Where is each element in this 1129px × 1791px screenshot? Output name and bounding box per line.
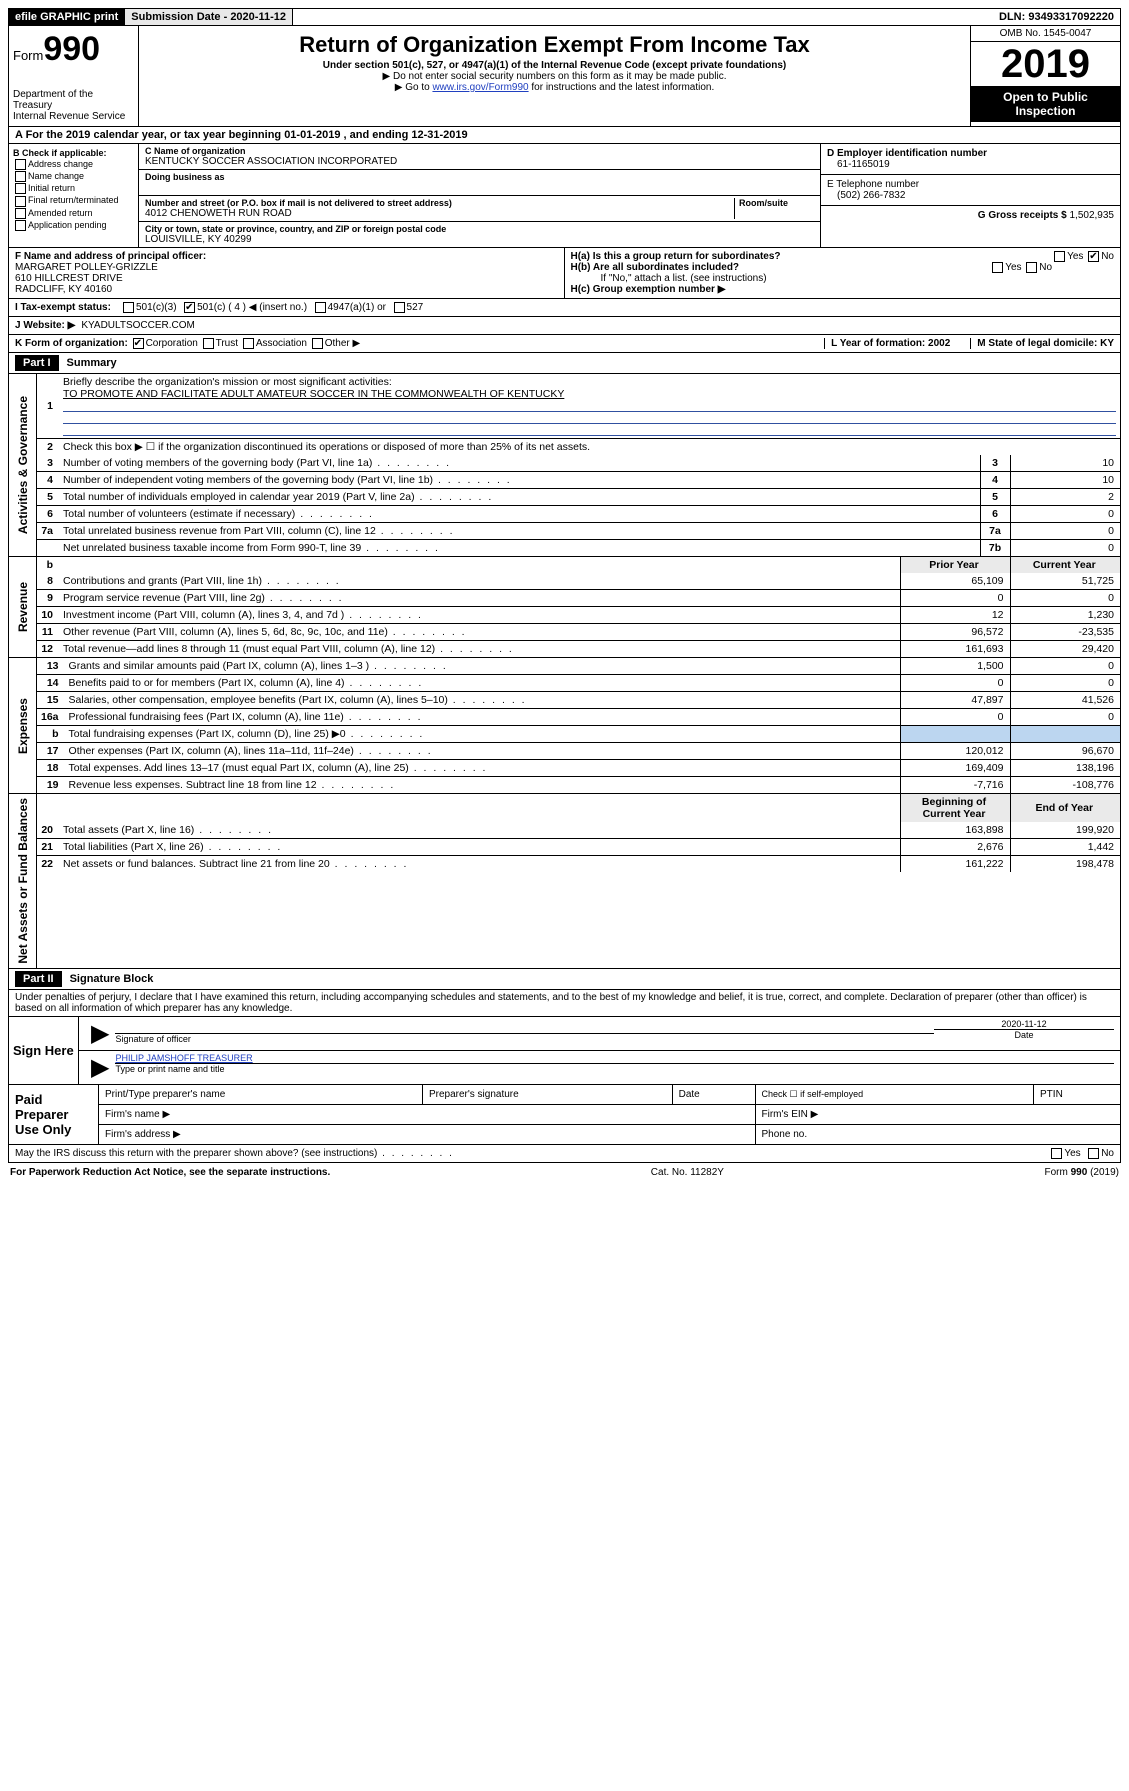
part2-header: Part II Signature Block (9, 969, 1120, 989)
form-title: Return of Organization Exempt From Incom… (143, 32, 966, 58)
form-note2: ▶ Go to www.irs.gov/Form990 for instruct… (143, 82, 966, 93)
form-ref: Form 990 (2019) (1045, 1167, 1119, 1178)
officer-group-block: F Name and address of principal officer:… (8, 248, 1121, 299)
dept-label: Department of the Treasury Internal Reve… (13, 89, 134, 122)
net-assets-section: Net Assets or Fund Balances Beginning of… (8, 794, 1121, 969)
row-j-website: J Website: ▶ KYADULTSOCCER.COM (8, 317, 1121, 335)
sign-here-block: Sign Here ▶ Signature of officer 2020-11… (8, 1017, 1121, 1085)
entity-info-block: B Check if applicable: Address change Na… (8, 144, 1121, 248)
arrow-icon: ▶ (85, 1053, 115, 1082)
box-b-checkboxes: B Check if applicable: Address change Na… (9, 144, 139, 247)
org-city: LOUISVILLE, KY 40299 (145, 234, 814, 245)
tax-year: 2019 (971, 42, 1120, 86)
dln-label: DLN: 93493317092220 (993, 9, 1120, 25)
efile-print-button[interactable]: efile GRAPHIC print (9, 9, 124, 25)
paid-preparer-block: Paid Preparer Use Only Print/Type prepar… (8, 1085, 1121, 1145)
form-note1: ▶ Do not enter social security numbers o… (143, 71, 966, 82)
row-a-calendar-year: A For the 2019 calendar year, or tax yea… (8, 127, 1121, 144)
mission-text: TO PROMOTE AND FACILITATE ADULT AMATEUR … (63, 388, 1116, 400)
phone-value: (502) 266-7832 (827, 190, 1114, 201)
expenses-section: Expenses 13Grants and similar amounts pa… (8, 658, 1121, 794)
row-k-form-org: K Form of organization: Corporation Trus… (8, 335, 1121, 353)
irs-link[interactable]: www.irs.gov/Form990 (432, 82, 528, 93)
org-street: 4012 CHENOWETH RUN ROAD (145, 208, 734, 219)
box-c: C Name of organization KENTUCKY SOCCER A… (139, 144, 820, 247)
irs-discuss-row: May the IRS discuss this return with the… (8, 1145, 1121, 1163)
revenue-section: Revenue b Prior Year Current Year 8Contr… (8, 557, 1121, 658)
form-number: Form990 (13, 30, 134, 69)
gross-receipts: 1,502,935 (1070, 210, 1115, 221)
part1-header: Part I Summary (9, 353, 1120, 373)
officer-name: MARGARET POLLEY-GRIZZLE 610 HILLCREST DR… (15, 262, 558, 295)
top-bar: efile GRAPHIC print Submission Date - 20… (8, 8, 1121, 26)
activities-governance-section: Activities & Governance 1 Briefly descri… (8, 374, 1121, 557)
org-name: KENTUCKY SOCCER ASSOCIATION INCORPORATED (145, 156, 814, 167)
form-header: Form990 Department of the Treasury Inter… (8, 26, 1121, 127)
sign-date: 2020-11-12 (934, 1019, 1114, 1029)
page-footer: For Paperwork Reduction Act Notice, see … (8, 1163, 1121, 1182)
submission-date-button[interactable]: Submission Date - 2020-11-12 (124, 9, 293, 25)
website-value: KYADULTSOCCER.COM (81, 320, 195, 331)
officer-name-link[interactable]: PHILIP JAMSHOFF TREASURER (115, 1053, 252, 1063)
open-to-public: Open to Public Inspection (971, 86, 1120, 122)
ein-value: 61-1165019 (827, 159, 1114, 170)
form-subtitle: Under section 501(c), 527, or 4947(a)(1)… (143, 60, 966, 71)
perjury-declaration: Under penalties of perjury, I declare th… (8, 990, 1121, 1017)
omb-number: OMB No. 1545-0047 (971, 26, 1120, 42)
arrow-icon: ▶ (85, 1019, 115, 1048)
row-i-tax-status: I Tax-exempt status: 501(c)(3) 501(c) ( … (8, 299, 1121, 317)
